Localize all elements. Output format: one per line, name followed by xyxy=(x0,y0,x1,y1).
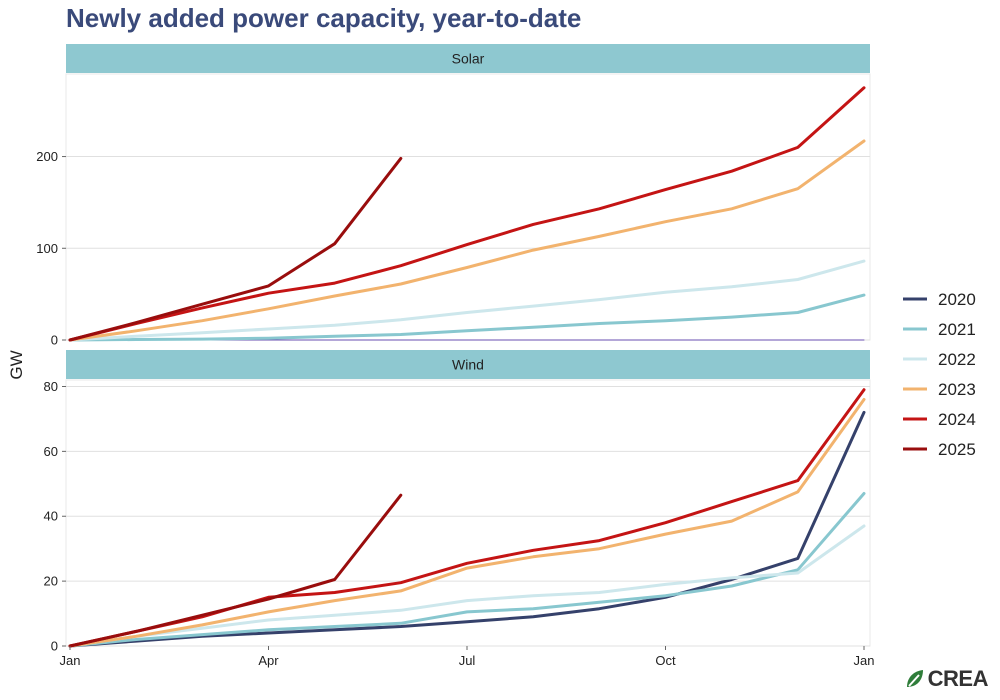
panel-frame xyxy=(65,73,871,341)
series-line-wind-2024 xyxy=(68,388,866,648)
strip-solar xyxy=(66,44,870,73)
legend-label: 2023 xyxy=(938,380,976,399)
panel-solar: Solar 0 100 200 xyxy=(36,44,871,348)
leaf-icon xyxy=(906,670,923,687)
strip-label-solar: Solar xyxy=(452,51,485,67)
legend-item-2023: 2023 xyxy=(903,380,976,399)
y-tick-label: 60 xyxy=(44,444,58,459)
x-tick-label: Jan xyxy=(60,653,81,668)
crea-logo: CREA xyxy=(905,666,989,692)
y-tick-label: 40 xyxy=(44,509,58,524)
panel-wind: Wind 0 20 40 60 80 Jan Apr Jul Oct Jan xyxy=(44,350,875,668)
logo-text: CREA xyxy=(927,666,989,691)
legend-label: 2022 xyxy=(938,350,976,369)
x-tick-label: Apr xyxy=(258,653,279,668)
x-tick-label: Jul xyxy=(459,653,476,668)
series-line-solar-2022 xyxy=(68,259,866,342)
page-title: Newly added power capacity, year-to-date xyxy=(66,3,582,33)
series-line-wind-2022 xyxy=(68,524,866,648)
y-tick-label: 0 xyxy=(51,333,58,348)
series-line-solar-2024 xyxy=(68,86,866,342)
series-line-wind-2023 xyxy=(68,398,866,648)
series-line-wind-2021 xyxy=(68,492,866,648)
series-line-solar-2025 xyxy=(68,156,403,342)
y-tick-label: 20 xyxy=(44,574,58,589)
legend-item-2025: 2025 xyxy=(903,440,976,459)
legend-label: 2024 xyxy=(938,410,976,429)
legend: 2020 2021 2022 2023 2024 2025 xyxy=(903,290,976,459)
legend-item-2024: 2024 xyxy=(903,410,976,429)
legend-item-2021: 2021 xyxy=(903,320,976,339)
x-tick-label: Oct xyxy=(655,653,676,668)
strip-label-wind: Wind xyxy=(452,357,484,373)
strip-wind xyxy=(66,350,870,379)
legend-item-2020: 2020 xyxy=(903,290,976,309)
y-tick-label: 80 xyxy=(44,379,58,394)
legend-label: 2025 xyxy=(938,440,976,459)
series-line-solar-2021 xyxy=(68,293,866,342)
legend-label: 2020 xyxy=(938,290,976,309)
series-line-solar-2023 xyxy=(68,139,866,342)
y-tick-label: 0 xyxy=(51,639,58,654)
x-tick-label: Jan xyxy=(854,653,875,668)
series-line-wind-2020 xyxy=(68,410,866,648)
y-tick-label: 200 xyxy=(36,149,58,164)
y-tick-label: 100 xyxy=(36,241,58,256)
legend-label: 2021 xyxy=(938,320,976,339)
series-line-wind-2025 xyxy=(68,493,403,648)
y-axis-title: GW xyxy=(7,350,26,379)
legend-item-2022: 2022 xyxy=(903,350,976,369)
